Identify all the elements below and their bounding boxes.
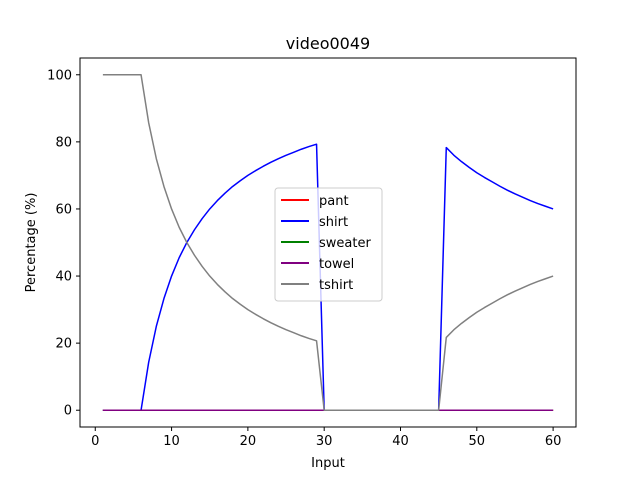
series-line-tshirt [102,74,554,411]
y-tick-label: 20 [55,337,72,352]
y-tick-label: 40 [55,270,72,285]
chart-title: video0049 [286,34,370,53]
y-tick-label: 60 [55,202,72,217]
x-axis-label: Input [311,456,345,471]
legend: pant shirt sweater towel tshirt [274,187,383,302]
legend-label-towel: towel [319,257,354,272]
legend-label-tshirt: tshirt [319,278,353,293]
x-tick-label: 30 [316,434,333,449]
x-tick-label: 10 [163,434,180,449]
x-tick-label: 60 [545,434,562,449]
legend-label-sweater: sweater [319,236,371,251]
y-tick-label: 100 [47,68,72,83]
legend-label-pant: pant [319,194,349,209]
legend-box [274,187,383,302]
y-axis: 0 20 40 60 80 100 [47,68,80,419]
x-tick-label: 50 [469,434,486,449]
x-tick-label: 20 [240,434,257,449]
legend-label-shirt: shirt [319,215,348,230]
x-tick-label: 40 [392,434,409,449]
y-tick-label: 0 [64,404,72,419]
x-axis: 0 10 20 30 40 50 60 [91,427,561,449]
y-tick-label: 80 [55,135,72,150]
y-axis-label: Percentage (%) [24,193,39,293]
axes-frame [79,57,577,428]
plot-area [102,74,554,411]
x-tick-label: 0 [91,434,99,449]
